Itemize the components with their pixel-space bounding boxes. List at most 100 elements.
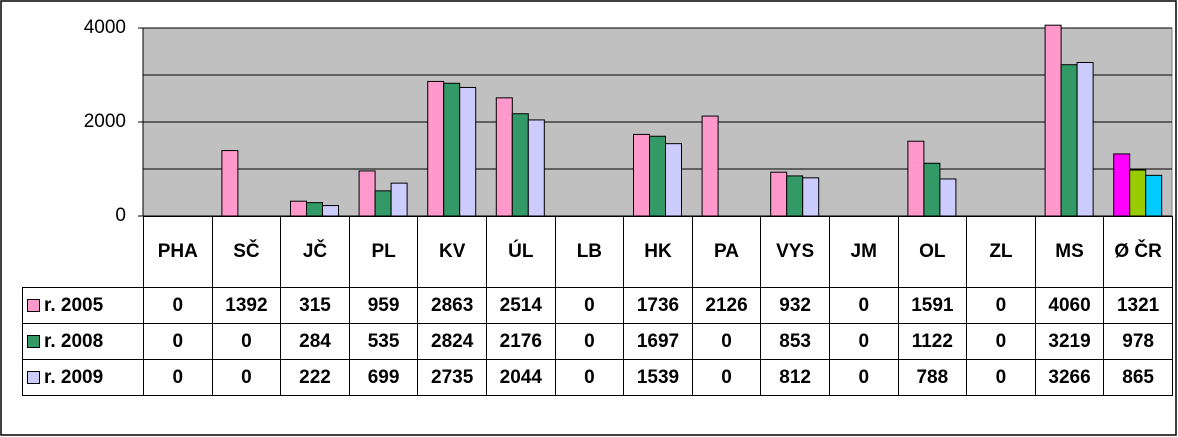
- data-label: 3219: [1034, 323, 1105, 360]
- data-label: 0: [691, 323, 762, 360]
- bar: [701, 115, 719, 217]
- data-label: 0: [143, 359, 213, 396]
- x-tick-label: PA: [691, 216, 762, 288]
- bar: [649, 135, 666, 217]
- x-tick-label: KV: [417, 216, 487, 288]
- data-label: 2735: [417, 359, 487, 396]
- data-label: 4060: [1034, 287, 1105, 324]
- bar: [495, 97, 513, 217]
- data-label: 2514: [485, 287, 556, 324]
- data-label: 0: [143, 323, 213, 360]
- bar: [443, 82, 461, 217]
- series-row: r. 2009 0 0 222 699 2735 2044 0 1539 0 812 0 788 0 326…: [22, 359, 1173, 396]
- data-label: 3266: [1034, 359, 1105, 396]
- x-tick-label: LB: [554, 216, 625, 288]
- data-label: 978: [1103, 323, 1173, 360]
- data-label: 865: [1103, 359, 1173, 396]
- data-label: 2863: [417, 287, 487, 324]
- data-label: 0: [211, 323, 282, 360]
- x-tick-label: ÚL: [485, 216, 556, 288]
- x-tick-label: VYS: [760, 216, 830, 288]
- legend-entry: r. 2008: [22, 323, 144, 360]
- bar: [1076, 61, 1094, 217]
- data-label: 699: [348, 359, 419, 396]
- data-label: 284: [280, 323, 350, 360]
- data-label: 0: [966, 359, 1036, 396]
- bar: [1145, 174, 1163, 217]
- y-tick-label: 2000: [84, 111, 126, 132]
- legend-entry: r. 2005: [22, 287, 144, 324]
- legend-label: r. 2005: [44, 294, 104, 316]
- bar: [786, 175, 804, 217]
- data-label: 0: [828, 323, 899, 360]
- bar: [358, 170, 376, 217]
- data-label: 0: [966, 323, 1036, 360]
- data-label: 0: [691, 359, 762, 396]
- bar: [221, 150, 239, 217]
- bar: [1060, 64, 1078, 217]
- bar: [907, 140, 925, 217]
- bar: [939, 178, 957, 217]
- data-label: 0: [554, 323, 625, 360]
- legend-label: r. 2008: [44, 330, 104, 352]
- data-label: 1697: [623, 323, 693, 360]
- data-label: 812: [760, 359, 830, 396]
- bar: [770, 171, 788, 217]
- category-row: PHA SČ JČ PL KV ÚL LB HK PA VYS JM OL ZL MS Ø ČR: [22, 216, 1173, 288]
- data-label: 0: [828, 287, 899, 324]
- legend-swatch: [27, 334, 40, 348]
- bar: [390, 182, 408, 217]
- x-tick-label: JM: [828, 216, 899, 288]
- bar: [633, 133, 650, 217]
- x-tick-label: PHA: [143, 216, 213, 288]
- data-label: 0: [211, 359, 282, 396]
- bar: [511, 113, 529, 217]
- data-label: 2176: [485, 323, 556, 360]
- legend-swatch: [27, 370, 40, 384]
- x-tick-label: MS: [1034, 216, 1105, 288]
- bar: [923, 162, 941, 217]
- bar: [1113, 153, 1131, 217]
- data-label: 788: [897, 359, 968, 396]
- y-tick-label: 0: [115, 205, 126, 226]
- data-table: PHA SČ JČ PL KV ÚL LB HK PA VYS JM OL ZL MS Ø ČR r. 200…: [22, 216, 1173, 396]
- series-row: r. 2005 0 1392 315 959 2863 2514 0 1736 2126 932 0 1…: [22, 287, 1173, 324]
- data-label: 1591: [897, 287, 968, 324]
- data-label: 1736: [623, 287, 693, 324]
- legend-swatch: [27, 298, 40, 312]
- data-label: 0: [554, 287, 625, 324]
- bar: [459, 86, 477, 217]
- x-tick-label: HK: [623, 216, 693, 288]
- x-tick-label: SČ: [211, 216, 282, 288]
- data-label: 1392: [211, 287, 282, 324]
- bar: [802, 177, 820, 217]
- bar: [374, 190, 392, 217]
- data-label: 315: [280, 287, 350, 324]
- data-label: 2044: [485, 359, 556, 396]
- bar: [1129, 169, 1147, 217]
- legend-label: r. 2009: [44, 366, 104, 388]
- bar: [306, 202, 323, 217]
- data-label: 1539: [623, 359, 693, 396]
- data-label: 0: [554, 359, 625, 396]
- series-row: r. 2008 0 0 284 535 2824 2176 0 1697 0 853 0 1122 0 32…: [22, 323, 1173, 360]
- data-label: 1321: [1103, 287, 1173, 324]
- x-tick-label: OL: [897, 216, 968, 288]
- data-label: 535: [348, 323, 419, 360]
- bar: [322, 205, 339, 217]
- x-tick-label: JČ: [280, 216, 350, 288]
- x-tick-label: ZL: [966, 216, 1036, 288]
- x-tick-label: PL: [348, 216, 419, 288]
- bar: [427, 80, 445, 217]
- data-label: 222: [280, 359, 350, 396]
- data-label: 0: [966, 287, 1036, 324]
- x-tick-label: Ø ČR: [1103, 216, 1173, 288]
- bar: [290, 200, 307, 217]
- data-label: 0: [143, 287, 213, 324]
- data-label: 1122: [897, 323, 968, 360]
- data-label: 853: [760, 323, 830, 360]
- bar: [665, 143, 682, 217]
- y-tick-label: 4000: [84, 17, 126, 38]
